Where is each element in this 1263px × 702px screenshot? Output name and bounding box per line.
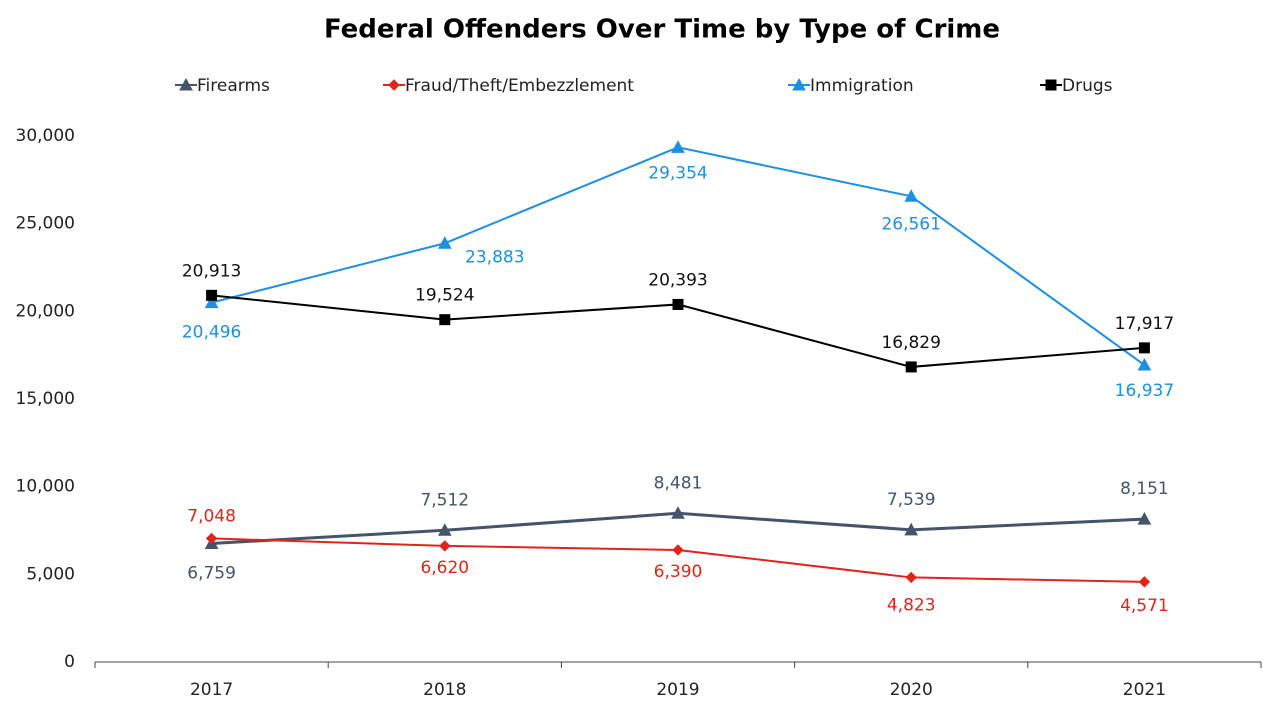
data-label: 6,759	[187, 563, 236, 583]
data-label: 4,571	[1120, 596, 1169, 616]
x-tick-label: 2020	[890, 680, 933, 700]
legend-marker	[1045, 79, 1057, 91]
data-point	[1138, 342, 1150, 354]
data-label: 17,917	[1115, 314, 1174, 334]
data-point	[437, 523, 452, 536]
data-point	[1138, 576, 1151, 588]
data-label: 8,151	[1120, 479, 1169, 499]
data-point	[671, 140, 685, 153]
y-tick-label: 25,000	[16, 214, 75, 234]
legend-label: Firearms	[197, 76, 270, 96]
data-point	[905, 571, 917, 584]
chart-title: Federal Offenders Over Time by Type of C…	[324, 15, 1000, 45]
legend-label: Immigration	[810, 76, 914, 96]
data-point	[904, 189, 919, 202]
data-point	[671, 506, 685, 519]
data-point	[1137, 512, 1152, 525]
x-tick-label: 2021	[1123, 680, 1166, 700]
data-point	[205, 532, 218, 545]
data-label: 23,883	[465, 247, 524, 267]
legend-marker	[388, 79, 400, 91]
data-point	[672, 544, 684, 556]
data-label: 19,524	[415, 286, 474, 306]
data-label: 4,823	[887, 595, 936, 615]
data-label: 6,390	[654, 562, 703, 582]
data-point	[204, 295, 219, 309]
data-label: 26,561	[881, 214, 940, 234]
x-tick-label: 2017	[190, 680, 233, 700]
data-label: 20,496	[182, 323, 241, 343]
y-tick-label: 5,000	[26, 564, 75, 584]
data-label: 16,829	[881, 333, 940, 353]
data-point	[439, 540, 451, 552]
data-point	[439, 314, 451, 326]
data-point	[905, 361, 917, 373]
data-label: 8,481	[654, 473, 703, 493]
y-tick-label: 0	[64, 652, 75, 672]
y-tick-label: 30,000	[16, 126, 75, 146]
data-point	[206, 289, 218, 301]
data-point	[904, 522, 919, 536]
data-label: 7,512	[420, 490, 469, 510]
data-label: 29,354	[648, 163, 707, 183]
legend-label: Drugs	[1062, 76, 1113, 96]
data-point	[437, 236, 452, 249]
legend-marker	[179, 77, 193, 91]
data-label: 20,913	[182, 261, 241, 281]
data-label: 7,539	[887, 490, 936, 510]
data-label: 7,048	[187, 506, 236, 526]
x-tick-label: 2018	[423, 680, 466, 700]
data-point	[672, 298, 684, 310]
data-point	[1137, 357, 1152, 371]
legend-label: Fraud/Theft/Embezzlement	[405, 76, 634, 96]
data-label: 6,620	[420, 558, 469, 578]
data-label: 20,393	[648, 270, 707, 290]
y-tick-label: 15,000	[16, 389, 75, 409]
y-tick-label: 20,000	[16, 301, 75, 321]
y-tick-label: 10,000	[16, 477, 75, 497]
x-tick-label: 2019	[656, 680, 699, 700]
data-label: 16,937	[1115, 381, 1174, 401]
legend-marker	[792, 77, 806, 91]
